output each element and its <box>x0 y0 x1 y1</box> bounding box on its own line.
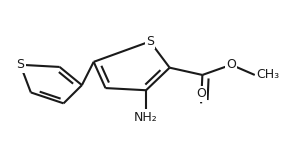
Text: S: S <box>146 35 154 48</box>
Text: NH₂: NH₂ <box>134 111 158 124</box>
Text: O: O <box>196 87 206 100</box>
Text: S: S <box>16 58 24 71</box>
Text: O: O <box>226 58 236 71</box>
Text: CH₃: CH₃ <box>256 69 279 81</box>
